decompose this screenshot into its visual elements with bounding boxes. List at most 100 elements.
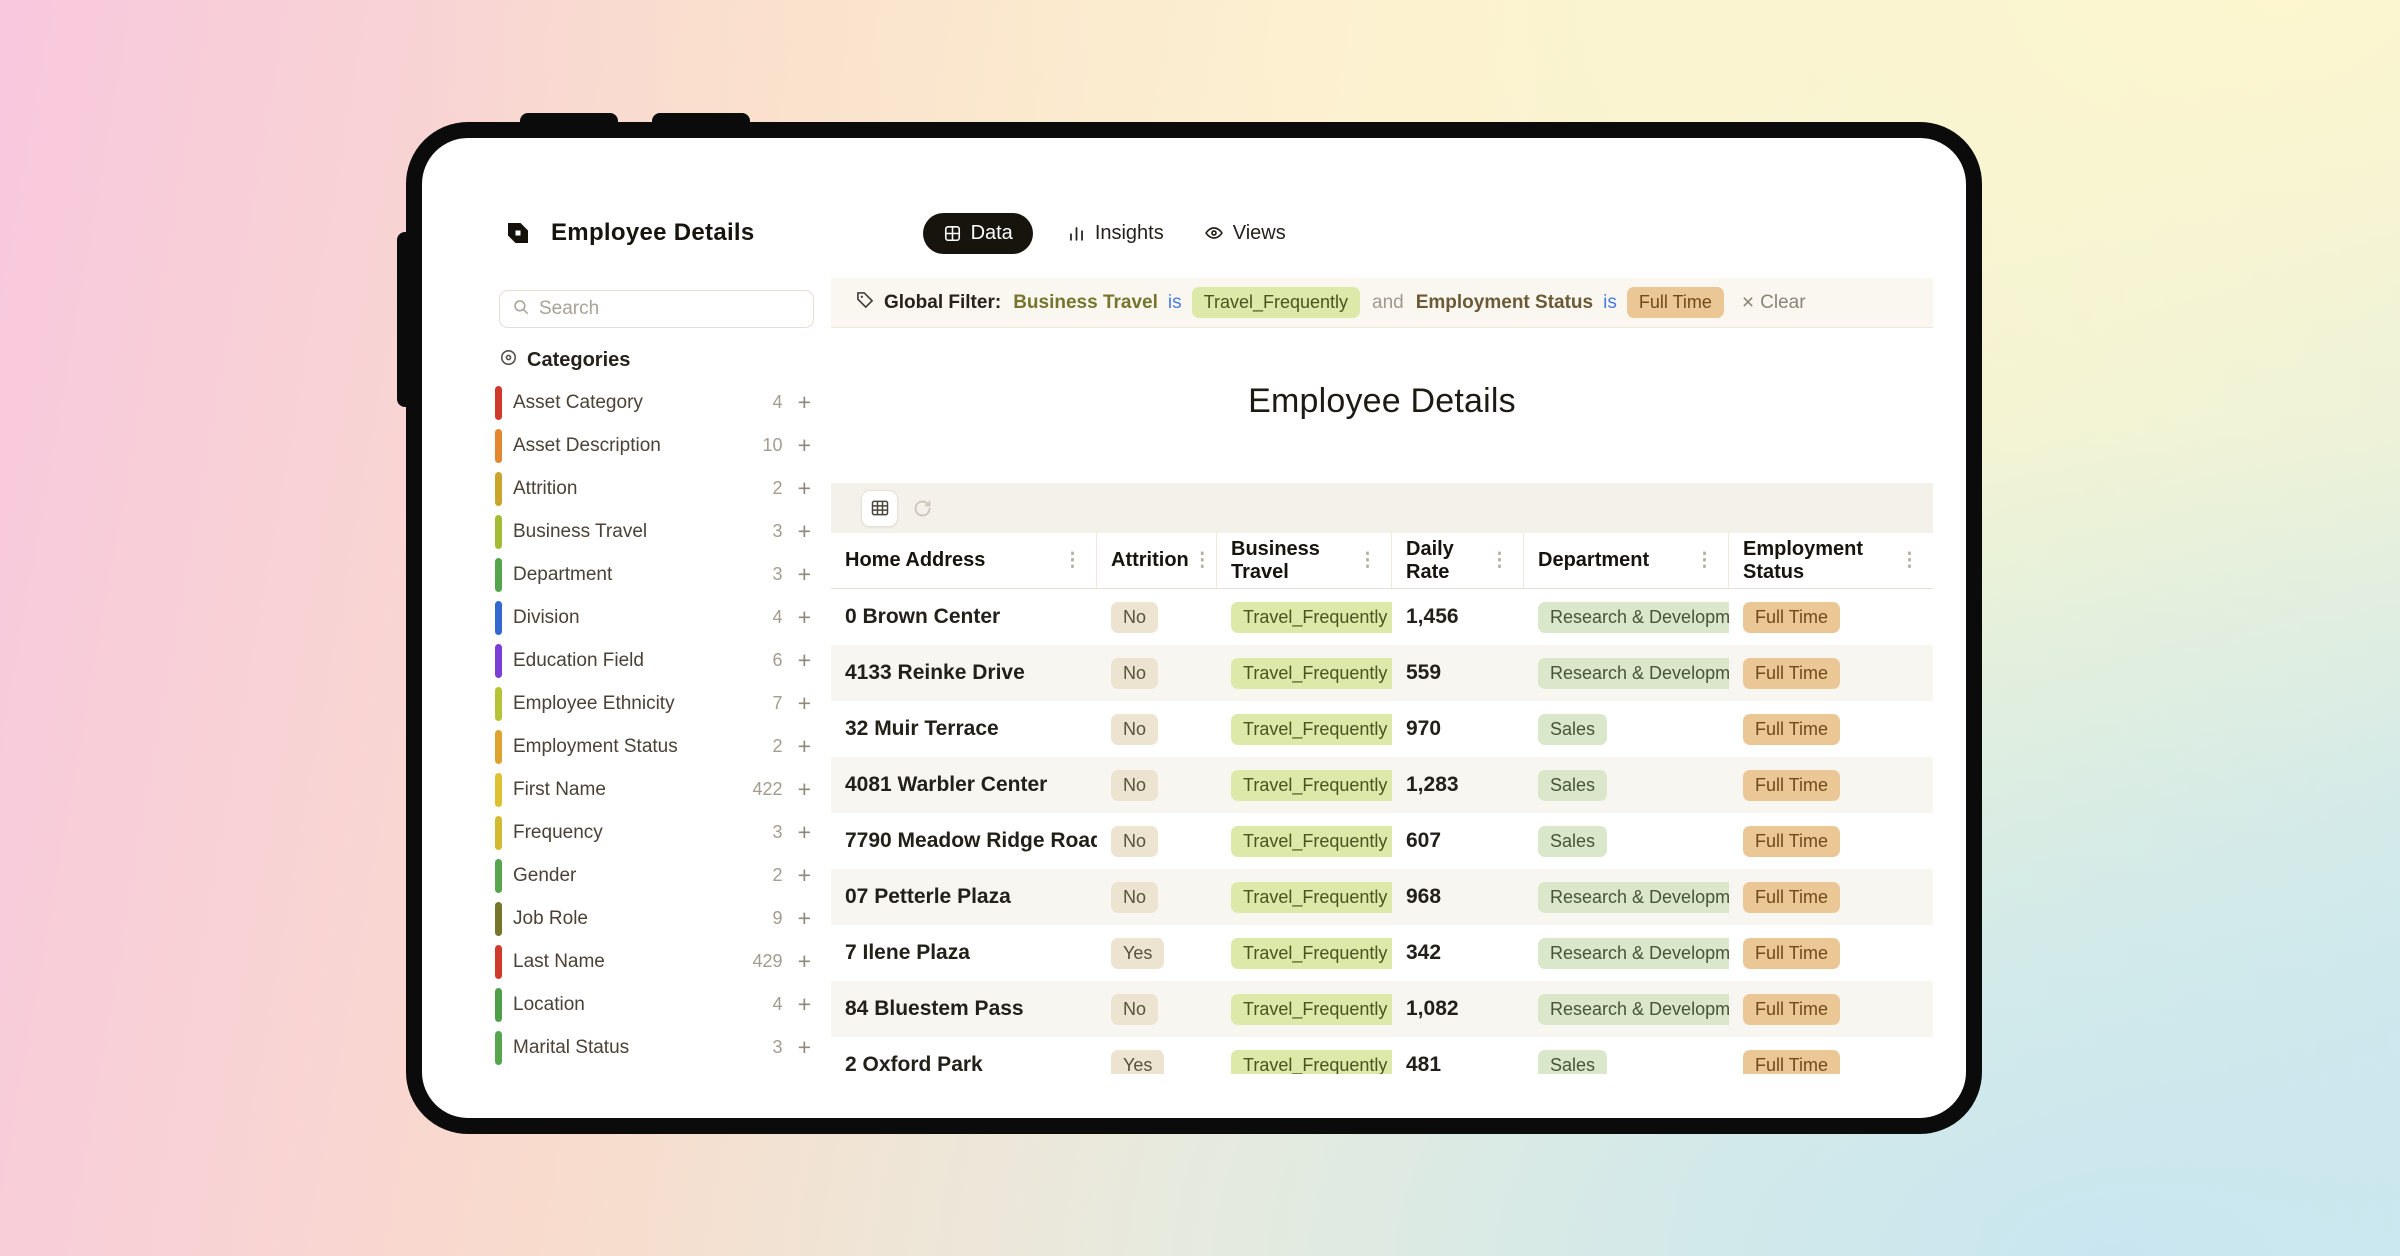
app-body: Categories Asset Category 4 + Asset Desc…	[487, 278, 1933, 1074]
column-menu-icon[interactable]: ⋮	[1490, 550, 1509, 571]
add-category-icon[interactable]: +	[797, 518, 811, 544]
column-header[interactable]: Daily Rate ⋮	[1392, 533, 1524, 588]
filter-operator: is	[1603, 291, 1617, 313]
column-menu-icon[interactable]: ⋮	[1900, 550, 1919, 571]
add-category-icon[interactable]: +	[797, 776, 811, 802]
attrition-badge: No	[1111, 769, 1159, 801]
table-row[interactable]: 4081 Warbler Center No Travel_Frequently…	[831, 757, 1933, 813]
search-input[interactable]	[539, 298, 801, 320]
column-header[interactable]: Department ⋮	[1524, 533, 1729, 588]
table-body: 0 Brown Center No Travel_Frequently 1,45…	[831, 589, 1933, 1074]
tag-icon	[855, 290, 875, 316]
table-row[interactable]: 4133 Reinke Drive No Travel_Frequently 5…	[831, 645, 1933, 701]
table-row[interactable]: 7 Ilene Plaza Yes Travel_Frequently 342 …	[831, 925, 1933, 981]
filter-field-business-travel[interactable]: Business Travel	[1013, 291, 1158, 313]
home-address-cell: 4133 Reinke Drive	[845, 661, 1025, 684]
add-category-icon[interactable]: +	[797, 905, 811, 931]
category-count: 4	[772, 392, 783, 412]
device-screen: Employee Details Data Insigh	[406, 122, 1982, 1134]
category-count: 4	[772, 994, 783, 1014]
tab-views[interactable]: Views	[1198, 213, 1292, 254]
business-travel-badge: Travel_Frequently	[1231, 993, 1392, 1025]
filter-field-employment-status[interactable]: Employment Status	[1415, 291, 1594, 313]
add-category-icon[interactable]: +	[797, 647, 811, 673]
clear-filter-button[interactable]: × Clear	[1742, 292, 1806, 314]
add-category-icon[interactable]: +	[797, 862, 811, 888]
category-item[interactable]: Location 4 +	[495, 983, 811, 1026]
category-item[interactable]: Job Role 9 +	[495, 897, 811, 940]
category-item[interactable]: Education Field 6 +	[495, 639, 811, 682]
department-badge: Sales	[1538, 769, 1608, 801]
column-header[interactable]: Home Address ⋮	[831, 533, 1097, 588]
table-view-button[interactable]	[861, 489, 898, 527]
category-item[interactable]: First Name 422 +	[495, 768, 811, 811]
column-header[interactable]: Business Travel ⋮	[1217, 533, 1392, 588]
sidebar: Categories Asset Category 4 + Asset Desc…	[487, 278, 831, 1074]
column-menu-icon[interactable]: ⋮	[1063, 550, 1082, 571]
category-item[interactable]: Attrition 2 +	[495, 467, 811, 510]
app-logo-icon[interactable]	[501, 216, 535, 250]
add-category-icon[interactable]: +	[797, 561, 811, 587]
tab-insights[interactable]: Insights	[1061, 213, 1170, 254]
category-item[interactable]: Business Travel 3 +	[495, 510, 811, 553]
column-menu-icon[interactable]: ⋮	[1192, 550, 1212, 571]
refresh-icon[interactable]	[912, 498, 933, 519]
table-row[interactable]: 2 Oxford Park Yes Travel_Frequently 481 …	[831, 1037, 1933, 1074]
add-category-icon[interactable]: +	[797, 1034, 811, 1060]
category-item[interactable]: +	[495, 1069, 811, 1074]
table-row[interactable]: 32 Muir Terrace No Travel_Frequently 970…	[831, 701, 1933, 757]
business-travel-badge: Travel_Frequently	[1231, 657, 1392, 689]
department-badge: Sales	[1538, 825, 1608, 857]
business-travel-badge: Travel_Frequently	[1231, 769, 1392, 801]
grid-icon	[943, 224, 962, 243]
add-category-icon[interactable]: +	[797, 389, 811, 415]
category-item[interactable]: Frequency 3 +	[495, 811, 811, 854]
category-item[interactable]: Division 4 +	[495, 596, 811, 639]
category-item[interactable]: Asset Category 4 +	[495, 381, 811, 424]
filter-value-travel-frequently[interactable]: Travel_Frequently	[1191, 287, 1361, 318]
add-category-icon[interactable]: +	[797, 948, 811, 974]
add-category-icon[interactable]: +	[797, 475, 811, 501]
add-category-icon[interactable]: +	[797, 432, 811, 458]
column-header[interactable]: Employment Status ⋮	[1729, 533, 1933, 588]
business-travel-badge: Travel_Frequently	[1231, 601, 1392, 633]
category-color-bar	[495, 1030, 502, 1065]
tab-data[interactable]: Data	[922, 212, 1033, 254]
category-name: Attrition	[513, 477, 578, 499]
attrition-badge: Yes	[1111, 1049, 1165, 1074]
employment-status-badge: Full Time	[1743, 825, 1841, 857]
daily-rate-cell: 1,283	[1406, 773, 1459, 796]
main-tabs: Data Insights Views	[922, 212, 1292, 254]
table-row[interactable]: 7790 Meadow Ridge Road No Travel_Frequen…	[831, 813, 1933, 869]
table-row[interactable]: 07 Petterle Plaza No Travel_Frequently 9…	[831, 869, 1933, 925]
table-row[interactable]: 0 Brown Center No Travel_Frequently 1,45…	[831, 589, 1933, 645]
add-category-icon[interactable]: +	[797, 604, 811, 630]
add-category-icon[interactable]: +	[797, 733, 811, 759]
filter-value-full-time[interactable]: Full Time	[1626, 287, 1724, 318]
category-item[interactable]: Last Name 429 +	[495, 940, 811, 983]
category-item[interactable]: Employment Status 2 +	[495, 725, 811, 768]
category-color-bar	[495, 1073, 502, 1074]
category-item[interactable]: Department 3 +	[495, 553, 811, 596]
add-category-icon[interactable]: +	[797, 819, 811, 845]
attrition-badge: Yes	[1111, 937, 1165, 969]
employment-status-badge: Full Time	[1743, 1049, 1841, 1074]
global-filter-label: Global Filter:	[884, 291, 1002, 313]
column-header[interactable]: Attrition ⋮	[1097, 533, 1217, 588]
table-row[interactable]: 84 Bluestem Pass No Travel_Frequently 1,…	[831, 981, 1933, 1037]
category-color-bar	[495, 557, 502, 592]
category-item[interactable]: Marital Status 3 +	[495, 1026, 811, 1069]
category-item[interactable]: Employee Ethnicity 7 +	[495, 682, 811, 725]
category-list: Asset Category 4 + Asset Description 10 …	[495, 381, 831, 1074]
column-menu-icon[interactable]: ⋮	[1695, 550, 1714, 571]
category-item[interactable]: Asset Description 10 +	[495, 424, 811, 467]
column-menu-icon[interactable]: ⋮	[1358, 550, 1377, 571]
add-category-icon[interactable]: +	[797, 991, 811, 1017]
category-name: First Name	[513, 778, 606, 800]
category-item[interactable]: Gender 2 +	[495, 854, 811, 897]
add-category-icon[interactable]: +	[797, 690, 811, 716]
category-name: Asset Description	[513, 434, 661, 456]
column-title: Department	[1538, 549, 1650, 571]
daily-rate-cell: 1,456	[1406, 605, 1459, 628]
